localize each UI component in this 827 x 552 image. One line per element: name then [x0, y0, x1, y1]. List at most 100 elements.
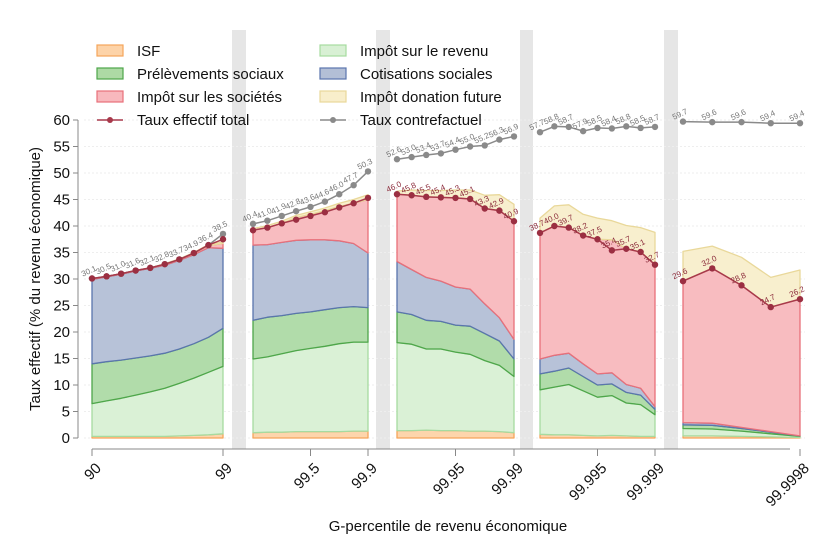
point-total	[738, 282, 745, 289]
point-cf	[278, 212, 285, 220]
point-cf	[551, 123, 558, 130]
point-total	[466, 195, 474, 203]
point-cf	[249, 220, 257, 228]
legend-label: Taux contrefactuel	[360, 112, 482, 129]
point-total	[307, 212, 314, 220]
y-tick-label: 35	[53, 245, 70, 262]
x-tick-label: 99.5	[291, 460, 324, 493]
point-total	[103, 273, 110, 280]
line-total	[91, 238, 224, 280]
y-tick-label: 55	[53, 139, 70, 156]
y-tick-label: 20	[53, 324, 70, 341]
point-total	[796, 295, 804, 303]
panel-separator	[664, 30, 678, 449]
legend-label: Impôt sur le revenu	[360, 43, 488, 60]
legend-item-isf: ISF	[96, 43, 160, 60]
point-total	[176, 256, 183, 263]
point-cf	[510, 133, 518, 140]
legend-swatch	[319, 90, 347, 103]
panel-separator	[376, 30, 390, 449]
y-tick-label: 50	[53, 165, 70, 182]
point-total	[423, 193, 430, 201]
point-cf	[321, 198, 329, 205]
panel-separators	[232, 30, 678, 449]
x-axis: 90 99 99.5 99.9 99.95 99.99 99.995 99.999 99.999…	[81, 448, 813, 510]
y-tick-label: 0	[62, 430, 70, 447]
y-tick-label: 45	[53, 192, 70, 209]
point-total	[364, 194, 372, 202]
legend: ISF Impôt sur le revenu Prélèvements socia…	[96, 43, 502, 129]
x-tick-label: 90	[81, 460, 105, 484]
x-tick-label: 99.999	[623, 460, 667, 504]
point-total	[510, 218, 518, 225]
point-total	[321, 209, 329, 216]
point-label-cf: 56.9	[502, 122, 520, 137]
point-total	[117, 270, 125, 277]
point-total	[161, 260, 168, 268]
point-cf	[565, 123, 572, 131]
point-cf	[452, 146, 459, 153]
panel-separator	[520, 30, 533, 449]
point-total	[190, 249, 198, 257]
point-cf	[679, 118, 687, 125]
legend-swatch	[96, 90, 124, 103]
legend-label: ISF	[137, 43, 160, 60]
point-cf	[767, 119, 774, 127]
point-total	[350, 200, 357, 207]
point-cf	[292, 207, 300, 215]
point-total	[709, 265, 716, 272]
point-cf	[536, 128, 544, 136]
point-total	[336, 204, 343, 211]
point-cf	[579, 127, 587, 135]
legend-item-is: Impôt sur les sociétés	[96, 89, 282, 106]
point-total	[292, 216, 300, 223]
point-total	[88, 275, 96, 282]
y-tick-label: 30	[53, 271, 70, 288]
panel-separator	[232, 30, 246, 449]
y-tick-label: 60	[53, 112, 70, 129]
legend-swatch	[319, 67, 347, 80]
legend-swatch	[96, 44, 124, 57]
point-cf	[496, 136, 503, 143]
legend-marker	[107, 117, 113, 123]
point-total	[594, 236, 601, 243]
point-total	[679, 277, 687, 285]
legend-label: Taux effectif total	[137, 112, 249, 129]
point-total	[551, 222, 558, 230]
point-total	[437, 194, 445, 201]
y-tick-label: 10	[53, 377, 70, 394]
point-cf	[264, 217, 271, 224]
legend-item-don: Impôt donation future	[319, 89, 502, 106]
point-label-cf: 58.7	[643, 112, 661, 127]
point-total	[608, 247, 616, 254]
x-tick-label: 99.9	[348, 460, 381, 493]
point-label-cf: 59.4	[759, 108, 777, 123]
point-total	[264, 224, 271, 231]
point-cf	[637, 124, 644, 132]
y-tick-label: 15	[53, 351, 70, 368]
legend-label: Cotisations sociales	[360, 66, 493, 83]
point-total	[205, 241, 212, 249]
point-total	[452, 194, 459, 202]
x-tick-label: 99.995	[566, 460, 610, 504]
point-total	[579, 232, 587, 239]
point-total	[637, 248, 644, 256]
point-cf	[466, 143, 474, 150]
point-label-cf: 38.5	[211, 219, 229, 234]
point-cf	[393, 156, 401, 163]
legend-swatch	[319, 44, 347, 57]
point-cf	[738, 118, 745, 126]
point-total	[623, 245, 630, 252]
point-label-cf: 59.4	[788, 108, 806, 123]
legend-marker	[330, 117, 336, 123]
point-total	[767, 303, 774, 311]
legend-item-cs: Cotisations sociales	[319, 66, 493, 83]
point-cf	[408, 153, 415, 161]
point-total	[219, 236, 227, 243]
y-axis-label: Taux effectif (% du revenu économique)	[27, 147, 44, 411]
y-tick-label: 5	[62, 404, 70, 421]
x-tick-label: 99.95	[430, 460, 469, 499]
point-cf	[481, 142, 488, 149]
point-total	[132, 267, 139, 274]
point-cf	[709, 118, 716, 126]
